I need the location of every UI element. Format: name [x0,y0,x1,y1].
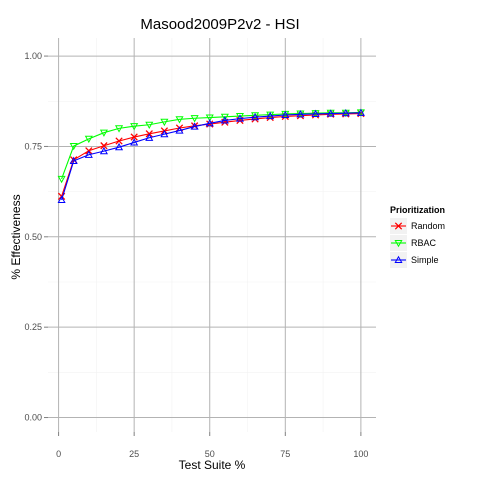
data-point-rbac [145,121,154,129]
data-point-simple [356,108,365,116]
data-point-simple [130,138,139,146]
y-tick-label: 0.25 [24,322,42,332]
data-point-rbac [235,113,245,121]
data-point-simple [281,110,290,119]
legend-label-simple: Simple [411,255,439,265]
chart-title: Masood2009P2v2 - HSI [140,16,299,33]
data-point-simple [205,119,214,127]
data-point-rbac [57,175,66,184]
data-point-random [130,133,138,141]
series-line-simple [61,112,361,201]
series-layer [57,108,365,203]
data-point-rbac [69,143,78,151]
x-tick-label: 75 [280,449,290,459]
data-point-rbac [205,114,214,122]
data-point-simple [175,126,184,134]
series-line-rbac [61,111,361,180]
minor-gridlines [48,38,376,432]
major-gridlines [48,38,376,432]
data-point-simple [266,111,275,120]
legend-label-rbac: RBAC [411,238,437,248]
data-point-simple [84,150,93,158]
data-point-simple [311,109,320,117]
data-point-rbac [220,113,229,122]
data-point-rbac [190,115,199,123]
data-point-simple [326,109,335,117]
x-tick-label: 0 [56,449,61,459]
data-point-rbac [160,118,169,127]
data-point-simple [99,146,108,155]
legend-key-marker-rbac [394,239,403,248]
x-axis-title: Test Suite % [179,458,246,472]
data-point-rbac [251,112,260,120]
legend-label-random: Random [411,221,445,231]
data-point-simple [114,142,124,151]
data-point-simple [296,110,305,118]
data-point-rbac [114,125,124,133]
y-tick-label: 0.75 [24,141,42,151]
data-point-simple [251,112,260,121]
data-point-simple [160,129,169,138]
data-point-rbac [175,116,184,124]
data-point-rbac [99,129,108,137]
legend: Prioritization Random RBAC Simple [390,205,445,268]
data-point-simple [190,122,199,130]
x-tick-label: 50 [205,449,215,459]
data-point-simple [69,156,78,164]
y-axis-title: % Effectiveness [9,194,23,279]
y-tick-label: 0.50 [24,232,42,242]
data-point-simple [220,116,229,124]
y-tick-label: 1.00 [24,51,42,61]
data-point-rbac [84,135,93,144]
data-point-random [100,142,108,150]
x-tick-label: 25 [129,449,139,459]
data-point-rbac [130,123,139,131]
data-point-random [115,137,123,145]
data-point-simple [145,133,154,141]
legend-title: Prioritization [390,205,445,215]
series-simple [57,108,365,203]
data-point-simple [341,108,350,117]
legend-key-marker-random [394,222,403,230]
y-axis-ticks: 0.00 0.25 0.50 0.75 1.00 [24,51,48,423]
legend-key-marker-simple [394,255,403,264]
x-axis-ticks: 0 25 50 75 100 [56,432,368,459]
y-tick-label: 0.00 [24,413,42,423]
data-point-simple [235,114,245,122]
data-point-simple [57,195,66,203]
x-tick-label: 100 [353,449,368,459]
plot-panel [48,38,376,432]
